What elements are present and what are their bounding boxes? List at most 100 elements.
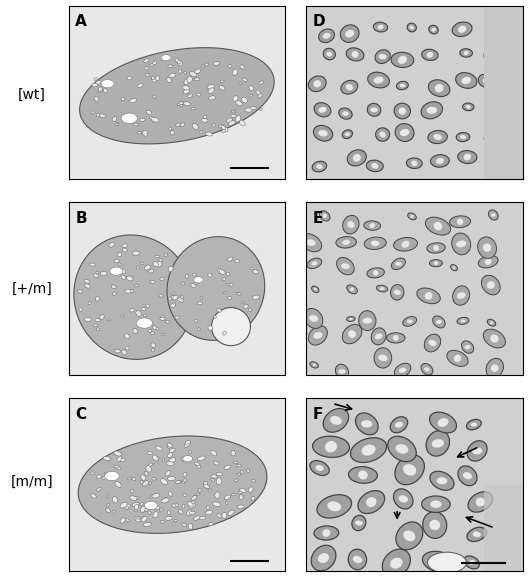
Ellipse shape [421,496,450,512]
Ellipse shape [380,287,384,290]
Ellipse shape [167,452,173,458]
Ellipse shape [194,279,200,284]
Ellipse shape [121,275,126,279]
Ellipse shape [379,132,386,137]
Ellipse shape [155,446,162,451]
Ellipse shape [375,334,382,339]
Ellipse shape [226,272,230,276]
Ellipse shape [421,102,442,119]
Ellipse shape [153,61,157,65]
Ellipse shape [429,520,440,530]
Ellipse shape [220,269,225,275]
Ellipse shape [101,80,114,88]
Ellipse shape [115,349,120,353]
Ellipse shape [251,496,255,501]
Ellipse shape [133,328,137,334]
Ellipse shape [165,320,169,323]
Ellipse shape [184,102,191,106]
Ellipse shape [171,295,177,299]
Ellipse shape [78,436,267,533]
Ellipse shape [115,123,118,126]
Ellipse shape [452,22,472,36]
Ellipse shape [143,481,149,486]
Ellipse shape [150,280,155,283]
Ellipse shape [140,507,145,512]
Ellipse shape [466,419,481,430]
Ellipse shape [433,245,439,251]
Ellipse shape [127,76,132,80]
Ellipse shape [173,523,175,526]
Ellipse shape [458,466,477,486]
Ellipse shape [119,269,126,273]
Ellipse shape [400,84,405,87]
Ellipse shape [450,216,470,227]
Ellipse shape [167,443,172,448]
Ellipse shape [429,260,442,267]
Ellipse shape [205,132,212,136]
Ellipse shape [84,284,90,288]
Ellipse shape [393,489,413,509]
Ellipse shape [152,493,160,498]
Ellipse shape [95,297,100,301]
Ellipse shape [182,523,186,526]
Ellipse shape [182,504,185,508]
Ellipse shape [490,321,493,324]
Ellipse shape [223,292,226,294]
Ellipse shape [456,241,466,248]
Ellipse shape [490,335,498,343]
Ellipse shape [488,210,498,220]
Ellipse shape [200,130,203,133]
Ellipse shape [342,239,350,245]
Ellipse shape [144,522,152,527]
Ellipse shape [197,302,202,305]
Ellipse shape [240,488,246,493]
Ellipse shape [117,252,122,257]
Ellipse shape [144,501,157,509]
Ellipse shape [186,510,192,515]
Ellipse shape [145,508,148,512]
Ellipse shape [166,473,169,475]
Ellipse shape [84,317,91,321]
Ellipse shape [222,278,225,281]
Ellipse shape [347,285,357,294]
Ellipse shape [115,482,121,488]
Ellipse shape [207,85,215,89]
Ellipse shape [313,436,350,458]
Ellipse shape [259,81,263,84]
Ellipse shape [312,261,317,265]
Ellipse shape [403,317,417,326]
Ellipse shape [193,496,196,499]
Ellipse shape [361,420,372,428]
Ellipse shape [306,239,316,246]
Ellipse shape [316,164,323,169]
Ellipse shape [201,119,208,122]
Ellipse shape [132,477,136,481]
Ellipse shape [143,314,147,317]
Ellipse shape [346,84,353,91]
Ellipse shape [144,265,150,270]
Ellipse shape [241,301,244,304]
Ellipse shape [433,222,442,230]
Ellipse shape [91,111,94,114]
Ellipse shape [426,430,449,456]
Ellipse shape [219,85,225,90]
Ellipse shape [492,29,499,36]
Ellipse shape [352,515,366,531]
Ellipse shape [163,498,167,500]
Ellipse shape [359,310,376,331]
Ellipse shape [366,160,383,172]
Ellipse shape [252,295,259,299]
Ellipse shape [307,258,322,269]
Ellipse shape [94,324,97,327]
Ellipse shape [487,281,495,289]
Ellipse shape [464,556,479,569]
Ellipse shape [136,310,142,316]
Ellipse shape [308,326,327,345]
Ellipse shape [378,25,383,29]
Ellipse shape [167,511,171,515]
Ellipse shape [228,257,233,261]
Ellipse shape [486,358,504,378]
Ellipse shape [367,103,381,117]
Ellipse shape [175,316,180,319]
Ellipse shape [183,89,190,94]
